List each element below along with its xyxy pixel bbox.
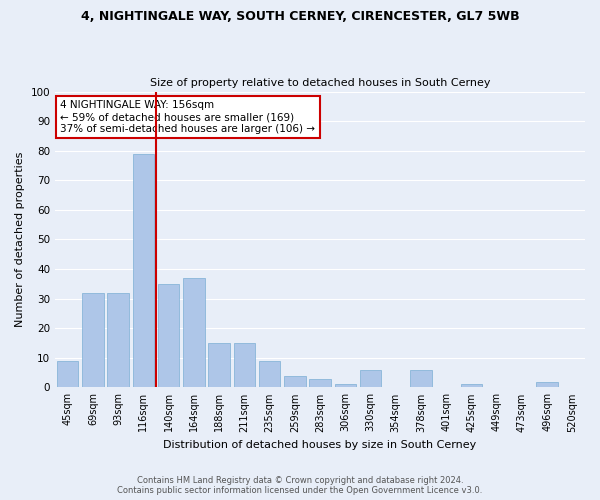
Bar bbox=[183, 278, 205, 388]
X-axis label: Distribution of detached houses by size in South Cerney: Distribution of detached houses by size … bbox=[163, 440, 476, 450]
Text: Contains HM Land Registry data © Crown copyright and database right 2024.
Contai: Contains HM Land Registry data © Crown c… bbox=[118, 476, 482, 495]
Text: 4, NIGHTINGALE WAY, SOUTH CERNEY, CIRENCESTER, GL7 5WB: 4, NIGHTINGALE WAY, SOUTH CERNEY, CIRENC… bbox=[80, 10, 520, 23]
Bar bbox=[158, 284, 179, 388]
Bar bbox=[133, 154, 154, 388]
Bar bbox=[284, 376, 305, 388]
Bar bbox=[259, 361, 280, 388]
Title: Size of property relative to detached houses in South Cerney: Size of property relative to detached ho… bbox=[150, 78, 490, 88]
Bar bbox=[208, 343, 230, 388]
Bar bbox=[107, 293, 129, 388]
Bar bbox=[410, 370, 431, 388]
Y-axis label: Number of detached properties: Number of detached properties bbox=[15, 152, 25, 327]
Bar bbox=[57, 361, 79, 388]
Bar bbox=[461, 384, 482, 388]
Text: 4 NIGHTINGALE WAY: 156sqm
← 59% of detached houses are smaller (169)
37% of semi: 4 NIGHTINGALE WAY: 156sqm ← 59% of detac… bbox=[61, 100, 316, 134]
Bar bbox=[82, 293, 104, 388]
Bar bbox=[360, 370, 381, 388]
Bar bbox=[233, 343, 255, 388]
Bar bbox=[335, 384, 356, 388]
Bar bbox=[309, 378, 331, 388]
Bar bbox=[536, 382, 558, 388]
